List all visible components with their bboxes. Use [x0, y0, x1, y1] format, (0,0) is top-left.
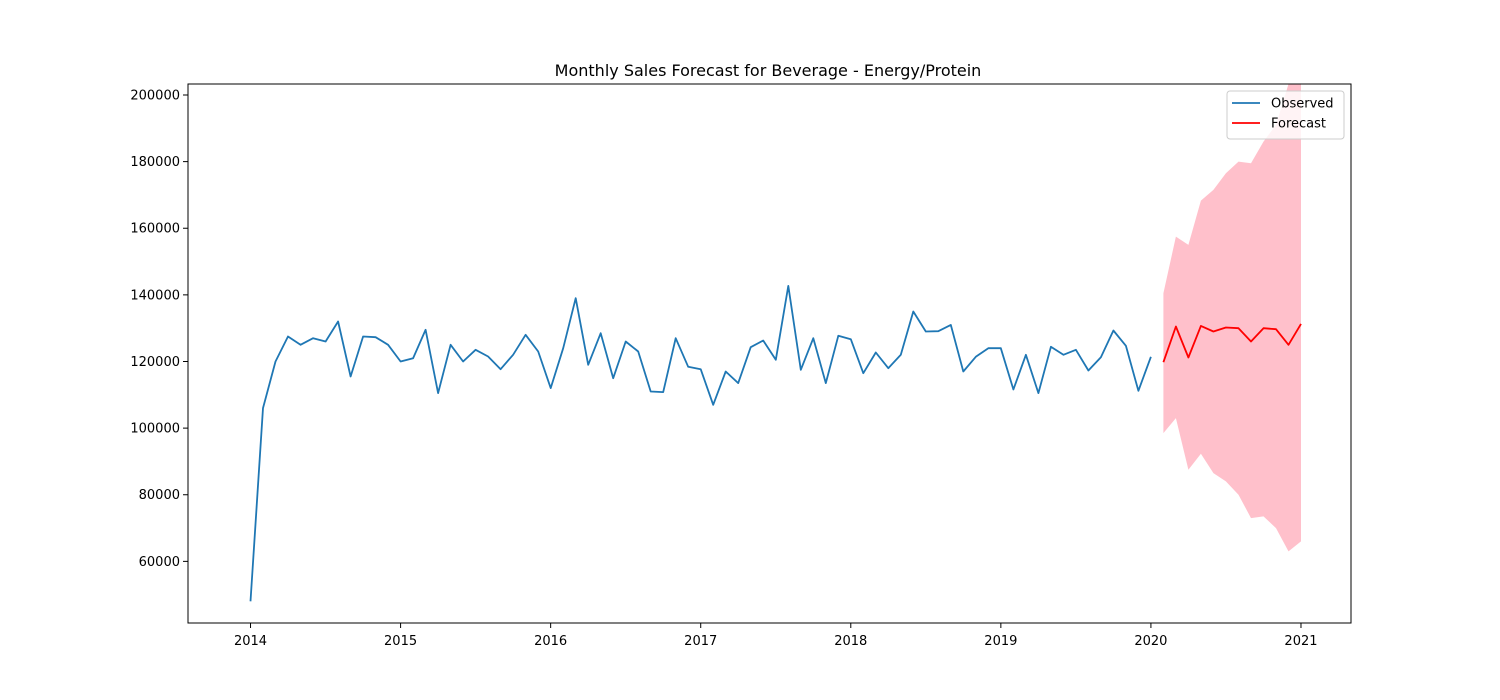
x-tick-label: 2016 — [534, 634, 567, 649]
y-tick-label: 180000 — [130, 155, 180, 170]
x-tick-label: 2015 — [384, 634, 417, 649]
x-axis: 2014 2015 2016 2017 2018 2019 2020 2021 — [234, 623, 1318, 649]
forecast-confidence-band — [1163, 84, 1301, 552]
y-tick-label: 200000 — [130, 88, 180, 103]
legend-label-forecast: Forecast — [1271, 117, 1326, 132]
x-tick-label: 2017 — [684, 634, 717, 649]
series-line-observed — [249, 284, 1152, 602]
legend: Observed Forecast — [1226, 90, 1345, 140]
y-tick-label: 100000 — [130, 422, 180, 437]
x-tick-label: 2020 — [1134, 634, 1167, 649]
x-tick-label: 2021 — [1284, 634, 1317, 649]
y-axis: 60000 80000 100000 120000 140000 160000 180000… — [130, 88, 188, 570]
y-tick-label: 80000 — [139, 488, 180, 503]
x-tick-label: 2014 — [234, 634, 267, 649]
x-tick-label: 2018 — [834, 634, 867, 649]
x-tick-label: 2019 — [984, 634, 1017, 649]
series-line-forecast — [1162, 323, 1302, 363]
y-tick-label: 160000 — [130, 222, 180, 237]
axes-frame — [187, 83, 1352, 624]
chart-title: Monthly Sales Forecast for Beverage - En… — [555, 61, 982, 80]
plot-area — [249, 84, 1302, 602]
y-tick-label: 120000 — [130, 355, 180, 370]
legend-label-observed: Observed — [1271, 97, 1334, 112]
y-tick-label: 60000 — [139, 555, 180, 570]
y-tick-label: 140000 — [130, 288, 180, 303]
